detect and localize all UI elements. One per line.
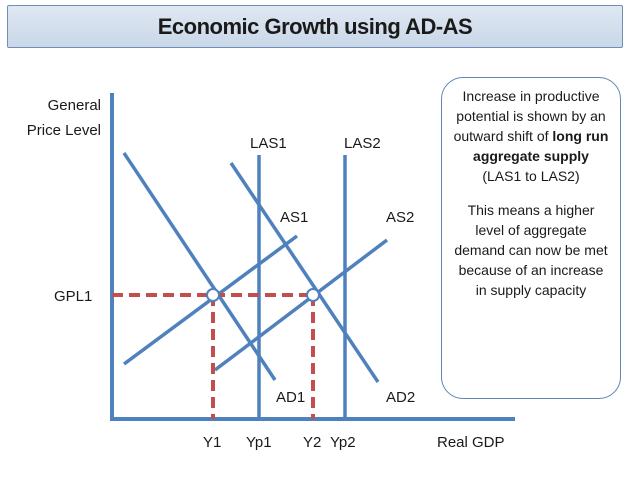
note-part1-after: (LAS1 to LAS2) xyxy=(482,168,580,184)
yp2-label: Yp2 xyxy=(330,434,356,451)
ad2-line xyxy=(229,162,380,383)
explanation-note: Increase in productive potential is show… xyxy=(441,77,621,399)
equilibrium-point-1 xyxy=(206,288,220,302)
y-axis-label-line2: Price Level xyxy=(27,122,101,139)
title-box: Economic Growth using AD-AS xyxy=(7,5,623,48)
note-paragraph-2: This means a higher level of aggregate d… xyxy=(454,202,608,298)
y2-label: Y2 xyxy=(303,434,321,451)
page-title: Economic Growth using AD-AS xyxy=(157,13,473,39)
ad2-label: AD2 xyxy=(386,389,415,406)
y1-label: Y1 xyxy=(203,434,221,451)
equilibrium-point-2 xyxy=(306,288,320,302)
yp1-label: Yp1 xyxy=(246,434,272,451)
as2-label: AS2 xyxy=(386,209,414,226)
note-part1-bold: long run aggregate supply xyxy=(473,128,609,164)
as1-label: AS1 xyxy=(280,209,308,226)
y-axis-label-line1: General xyxy=(48,97,101,114)
las1-label: LAS1 xyxy=(250,135,287,152)
gpl1-label: GPL1 xyxy=(54,288,92,305)
las2-label: LAS2 xyxy=(344,135,381,152)
ad1-label: AD1 xyxy=(276,389,305,406)
x-axis-label: Real GDP xyxy=(437,434,505,451)
note-part1-before: Increase in productive potential is show… xyxy=(453,88,606,144)
note-paragraph-1: Increase in productive potential is show… xyxy=(452,86,610,186)
as2-line xyxy=(213,238,389,372)
